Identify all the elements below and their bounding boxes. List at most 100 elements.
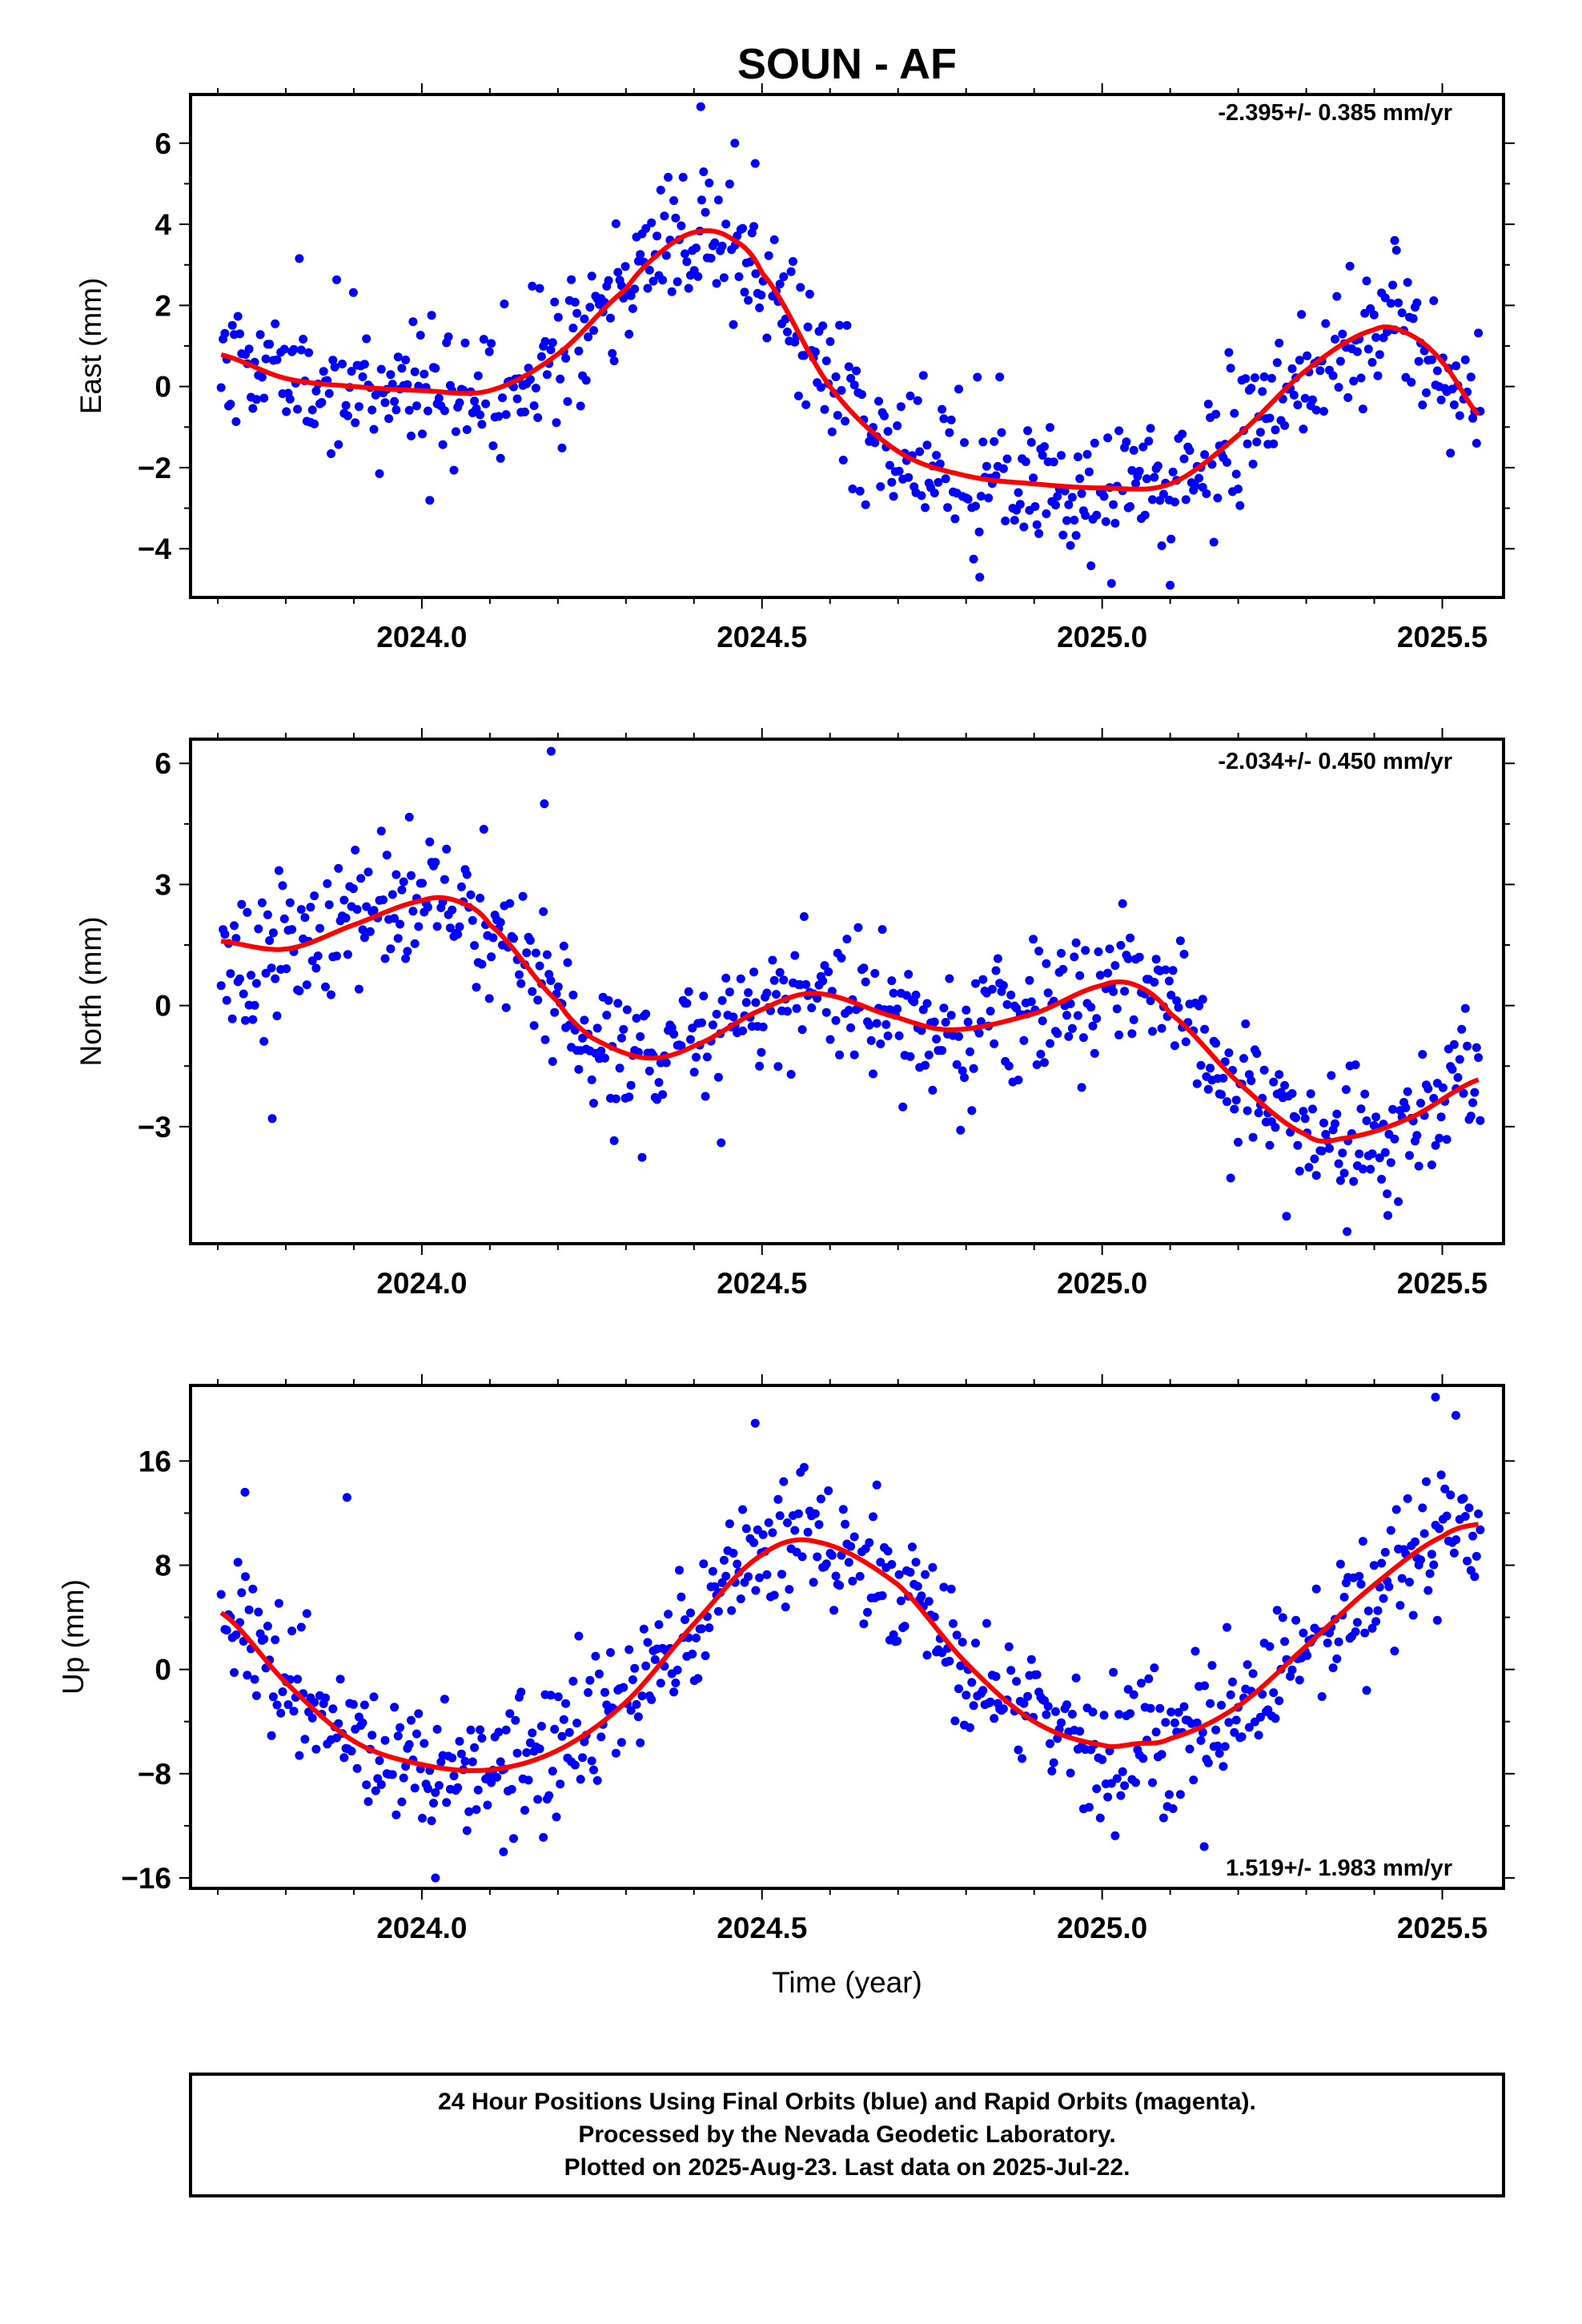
data-point (872, 1019, 881, 1028)
data-point (533, 1795, 543, 1804)
data-point (535, 1744, 544, 1754)
data-point (913, 1582, 922, 1591)
data-point (1248, 460, 1258, 468)
data-point (1042, 1710, 1051, 1719)
data-point (1196, 1735, 1206, 1745)
data-point (1231, 469, 1241, 479)
data-point (1015, 500, 1025, 509)
data-point (1269, 1688, 1279, 1698)
data-point (424, 1784, 432, 1793)
data-point (1116, 940, 1126, 950)
data-point (1179, 454, 1189, 464)
data-point (363, 867, 373, 877)
data-point (930, 489, 939, 498)
data-point (348, 287, 358, 297)
data-point (295, 1751, 304, 1760)
data-point (348, 884, 358, 894)
data-point (1043, 1702, 1053, 1711)
data-point (1369, 310, 1379, 320)
data-point (1334, 383, 1343, 392)
data-point (1019, 1035, 1029, 1045)
data-point (1170, 497, 1179, 507)
data-point (470, 941, 480, 951)
data-point (295, 986, 304, 995)
data-point (1146, 996, 1155, 1006)
north-panel: 2024.0 2024.5 2025.0 2025.5 6 3 0 −3 North (mm) -… (74, 728, 1515, 1300)
data-point (963, 1017, 973, 1027)
data-point (584, 1688, 593, 1697)
data-point (740, 287, 749, 297)
data-point (397, 1797, 407, 1807)
data-point (1126, 1709, 1135, 1719)
data-point (1379, 1594, 1388, 1603)
data-point (334, 440, 343, 449)
data-point (279, 914, 289, 923)
data-point (608, 348, 617, 358)
data-point (1174, 1003, 1183, 1012)
data-point (332, 275, 341, 284)
data-point (289, 1707, 299, 1716)
data-point (1034, 529, 1044, 538)
data-point (367, 1731, 377, 1740)
data-point (1388, 280, 1398, 290)
data-point (762, 988, 772, 998)
data-point (1408, 314, 1418, 324)
data-point (885, 460, 894, 470)
data-point (476, 894, 485, 903)
data-point (1014, 1076, 1023, 1085)
data-point (990, 436, 999, 446)
y-tick-label: 0 (155, 1654, 171, 1687)
data-point (1265, 1140, 1275, 1150)
data-point (883, 1031, 893, 1040)
data-point (1373, 371, 1383, 380)
data-point (1023, 426, 1033, 436)
data-point (611, 1748, 620, 1758)
data-point (1161, 965, 1170, 975)
data-point (1446, 448, 1456, 458)
data-point (637, 1691, 647, 1701)
data-point (990, 1714, 999, 1723)
data-point (1405, 1151, 1414, 1160)
data-point (1352, 347, 1362, 356)
data-point (1429, 1560, 1439, 1570)
data-point (905, 391, 915, 400)
data-point (227, 1014, 237, 1023)
data-point (693, 271, 703, 281)
data-point (677, 1592, 686, 1602)
data-point (449, 1771, 459, 1781)
data-point (241, 1572, 250, 1582)
data-point (855, 486, 865, 496)
data-point (1047, 1767, 1057, 1775)
data-point (300, 1735, 310, 1744)
data-point (592, 1023, 602, 1033)
data-point (359, 360, 369, 369)
data-point (1001, 517, 1010, 525)
data-point (741, 998, 751, 1007)
data-point (1339, 1592, 1349, 1602)
data-point (887, 477, 897, 487)
data-point (1211, 1039, 1221, 1048)
data-point (507, 1784, 516, 1794)
data-point (1155, 1703, 1165, 1713)
data-point (1215, 1749, 1224, 1758)
data-point (438, 440, 448, 449)
data-point (299, 335, 308, 344)
data-point (462, 425, 472, 434)
data-point (434, 393, 444, 403)
data-point (1377, 1558, 1387, 1568)
data-point (997, 428, 1006, 437)
data-point (512, 1748, 522, 1758)
data-point (1168, 1804, 1178, 1813)
data-point (941, 474, 950, 484)
y-tick-label: 8 (155, 1550, 171, 1582)
data-point (1075, 474, 1085, 484)
data-point (898, 1102, 908, 1112)
data-point (1110, 1831, 1120, 1840)
data-point (677, 221, 686, 231)
data-point (717, 995, 727, 1005)
data-point (559, 1715, 568, 1724)
data-point (1371, 332, 1381, 342)
data-point (462, 1826, 472, 1835)
data-point (391, 1810, 401, 1819)
data-point (1166, 991, 1176, 1000)
